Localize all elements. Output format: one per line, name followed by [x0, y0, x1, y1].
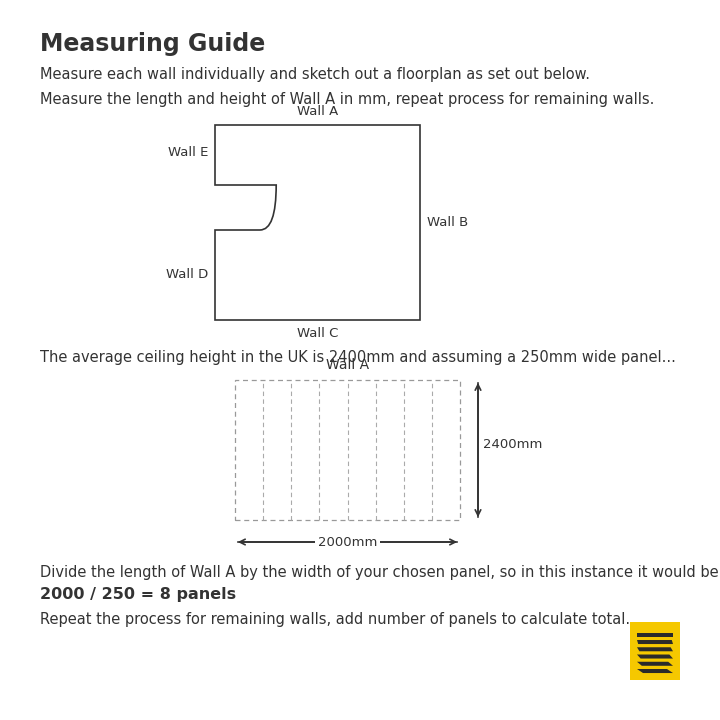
Polygon shape: [637, 669, 673, 673]
Text: Wall E: Wall E: [168, 146, 208, 160]
Polygon shape: [637, 633, 673, 636]
Bar: [630, 622, 680, 680]
Text: Wall C: Wall C: [297, 327, 338, 340]
Text: Wall D: Wall D: [166, 269, 208, 282]
Text: Divide the length of Wall A by the width of your chosen panel, so in this instan: Divide the length of Wall A by the width…: [40, 565, 719, 580]
Text: 2000mm: 2000mm: [318, 536, 377, 549]
Text: Repeat the process for remaining walls, add number of panels to calculate total.: Repeat the process for remaining walls, …: [40, 612, 630, 627]
Text: Wall A: Wall A: [326, 358, 369, 372]
Polygon shape: [637, 647, 673, 652]
Polygon shape: [637, 662, 673, 666]
Text: 2000 / 250 = 8 panels: 2000 / 250 = 8 panels: [40, 587, 236, 602]
Text: Wall A: Wall A: [297, 105, 338, 118]
Text: Measure the length and height of Wall A in mm, repeat process for remaining wall: Measure the length and height of Wall A …: [40, 92, 654, 107]
Polygon shape: [637, 640, 673, 644]
Text: Wall B: Wall B: [427, 216, 468, 229]
Text: 2400mm: 2400mm: [483, 438, 542, 451]
Polygon shape: [637, 654, 673, 659]
Bar: [235, 380, 460, 520]
Text: Measuring Guide: Measuring Guide: [40, 32, 265, 56]
Text: Measure each wall individually and sketch out a floorplan as set out below.: Measure each wall individually and sketc…: [40, 67, 590, 82]
Text: The average ceiling height in the UK is 2400mm and assuming a 250mm wide panel..: The average ceiling height in the UK is …: [40, 350, 676, 365]
